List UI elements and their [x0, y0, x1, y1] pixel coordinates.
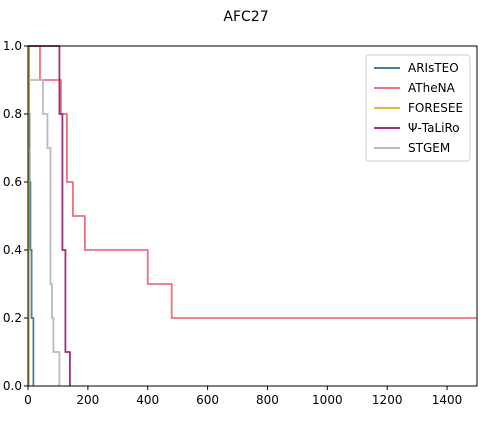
- x-tick-label: 200: [76, 393, 99, 407]
- y-tick-label: 0.8: [3, 107, 22, 121]
- x-tick-label: 800: [256, 393, 279, 407]
- y-axis: 0.0 0.2 0.4 0.6 0.8 1.0: [3, 39, 28, 393]
- legend-label: ATheNA: [408, 81, 456, 95]
- y-tick-label: 0.4: [3, 243, 22, 257]
- x-tick-label: 0: [24, 393, 32, 407]
- legend-label: STGEM: [408, 141, 450, 155]
- x-tick-label: 600: [196, 393, 219, 407]
- x-axis: 0 200 400 600 800 1000 1200 1400: [24, 386, 462, 407]
- legend-label: FORESEE: [408, 101, 463, 115]
- y-tick-label: 0.0: [3, 379, 22, 393]
- y-tick-label: 0.2: [3, 311, 22, 325]
- chart-title: AFC27: [223, 9, 268, 25]
- legend-label: Ψ-TaLiRo: [408, 121, 460, 135]
- plot-frame: [27, 45, 478, 387]
- legend-label: ARIsTEO: [408, 61, 459, 75]
- legend-box: [365, 54, 471, 162]
- series-line-1: [28, 45, 477, 319]
- legend: ARIsTEO ATheNA FORESEE Ψ-TaLiRo STGEM: [365, 54, 471, 162]
- y-tick-label: 1.0: [3, 39, 22, 53]
- x-tick-label: 1000: [312, 393, 343, 407]
- y-tick-label: 0.6: [3, 175, 22, 189]
- x-tick-label: 1400: [432, 393, 463, 407]
- x-tick-label: 400: [136, 393, 159, 407]
- series-line-4: [28, 79, 61, 386]
- x-tick-label: 1200: [372, 393, 403, 407]
- series-line-3: [28, 45, 71, 386]
